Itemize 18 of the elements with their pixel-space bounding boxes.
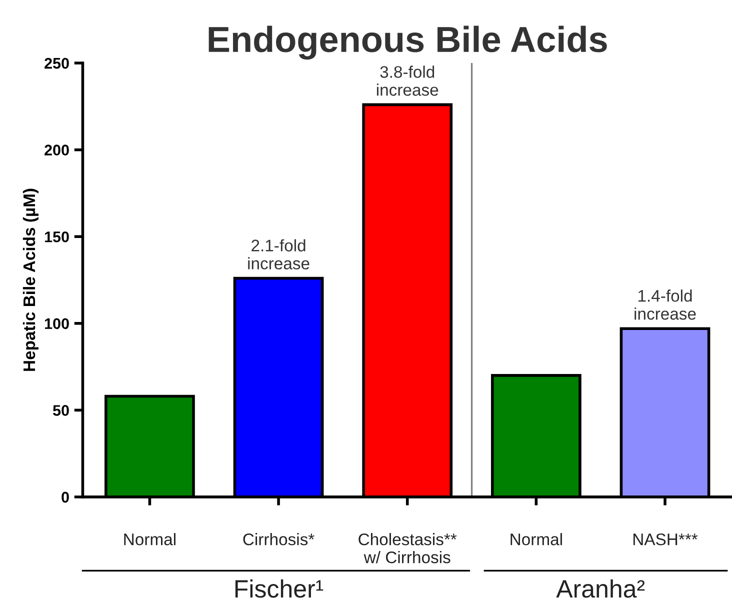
x-tick-label: Cirrhosis* <box>243 533 314 546</box>
y-tick-label: 50 <box>53 405 69 416</box>
y-tick-label: 100 <box>44 318 69 330</box>
annotation: 2.1-fold increase <box>248 239 310 270</box>
annotation: 3.8-fold increase <box>376 66 438 96</box>
x-tick-label: NASH*** <box>633 533 698 546</box>
y-tick-label: 150 <box>44 231 69 242</box>
annotation: 1.4-fold increase <box>634 290 696 320</box>
y-tick-label: 0 <box>62 492 69 503</box>
x-tick-label: Normal <box>510 533 562 546</box>
chart-title: Endogenous Bile Acids <box>208 26 607 60</box>
text: Aranha² <box>556 579 645 598</box>
y-tick-label: 250 <box>44 58 69 69</box>
y-tick-label: 200 <box>44 144 69 156</box>
x-tick-label: Cholestasis** w/ Cirrhosis <box>358 533 457 564</box>
y-axis-title: Hepatic Bile Acids (µM) <box>22 188 38 371</box>
text: Fischer¹ <box>235 579 324 598</box>
x-tick-label: Normal <box>124 533 176 546</box>
